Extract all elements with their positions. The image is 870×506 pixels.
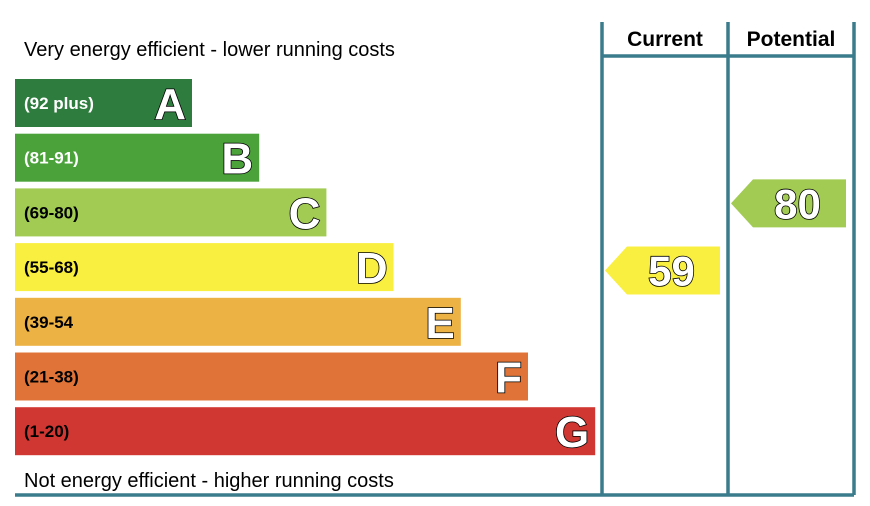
bottom-caption: Not energy efficient - higher running co… xyxy=(24,470,394,492)
band-b-letter: B xyxy=(221,135,253,184)
potential-rating-arrow xyxy=(731,179,846,228)
band-d-letter: D xyxy=(356,244,388,293)
band-f-range: (21-38) xyxy=(24,368,79,387)
band-b-bar xyxy=(15,133,260,182)
band-f-bar xyxy=(15,352,528,401)
band-d-range: (55-68) xyxy=(24,258,79,277)
rating-bands: (92 plus) A (81-91) B (69-80) C (55-68) D (39-54… xyxy=(15,79,596,458)
column-header-potential: Potential xyxy=(747,28,836,51)
band-a-bar xyxy=(15,79,192,127)
band-d-bar xyxy=(15,243,394,292)
current-rating-arrow xyxy=(605,246,720,295)
band-e-range: (39-54 xyxy=(24,313,74,332)
potential-rating-value: 80 xyxy=(774,180,821,227)
column-header-current: Current xyxy=(627,28,703,51)
band-g-range: (1-20) xyxy=(24,422,69,441)
band-g-letter: G xyxy=(555,408,589,457)
top-caption: Very energy efficient - lower running co… xyxy=(24,39,395,61)
current-rating-value: 59 xyxy=(648,248,695,295)
band-c-letter: C xyxy=(289,189,321,238)
band-f-letter: F xyxy=(495,354,522,403)
band-c-range: (69-80) xyxy=(24,203,79,222)
band-a-range: (92 plus) xyxy=(24,94,94,113)
band-b-range: (81-91) xyxy=(24,149,79,168)
rating-markers: 59 80 xyxy=(605,179,846,295)
band-g-bar xyxy=(15,407,596,456)
rating-columns-frame: Current Potential xyxy=(15,22,856,497)
band-e-bar xyxy=(15,297,461,346)
band-e-letter: E xyxy=(425,299,454,348)
band-a-letter: A xyxy=(154,80,186,129)
band-c-bar xyxy=(15,188,327,237)
